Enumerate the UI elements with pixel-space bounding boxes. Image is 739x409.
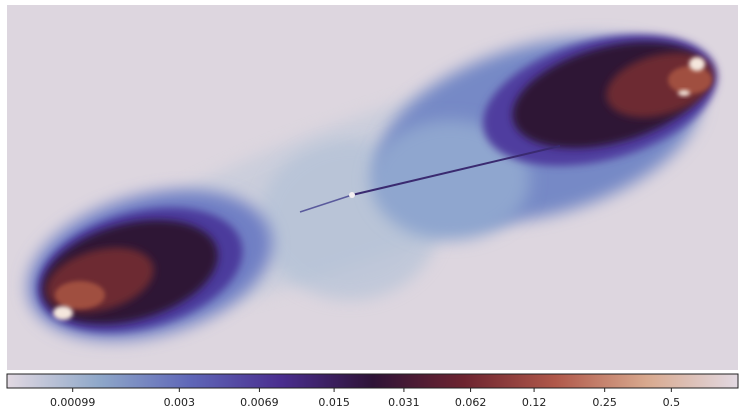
figure: 0.00099 0.003 0.0069 0.015 0.031 0.062 0.12 0.2… bbox=[0, 0, 739, 409]
colorbar-tick-label: 0.5 bbox=[663, 396, 681, 409]
colorbar bbox=[7, 374, 738, 388]
colorbar-tick-label: 0.062 bbox=[455, 396, 487, 409]
colorbar-tick-label: 0.25 bbox=[592, 396, 617, 409]
colorbar-tick-label: 0.003 bbox=[164, 396, 196, 409]
colorbar-tick-label: 0.12 bbox=[522, 396, 547, 409]
colorbar-tick-label: 0.031 bbox=[388, 396, 420, 409]
colorbar-tick-label: 0.0069 bbox=[240, 396, 279, 409]
radio-image bbox=[7, 5, 738, 370]
colorbar-tick-label: 0.00099 bbox=[50, 396, 96, 409]
colorbar-tick-label: 0.015 bbox=[318, 396, 350, 409]
